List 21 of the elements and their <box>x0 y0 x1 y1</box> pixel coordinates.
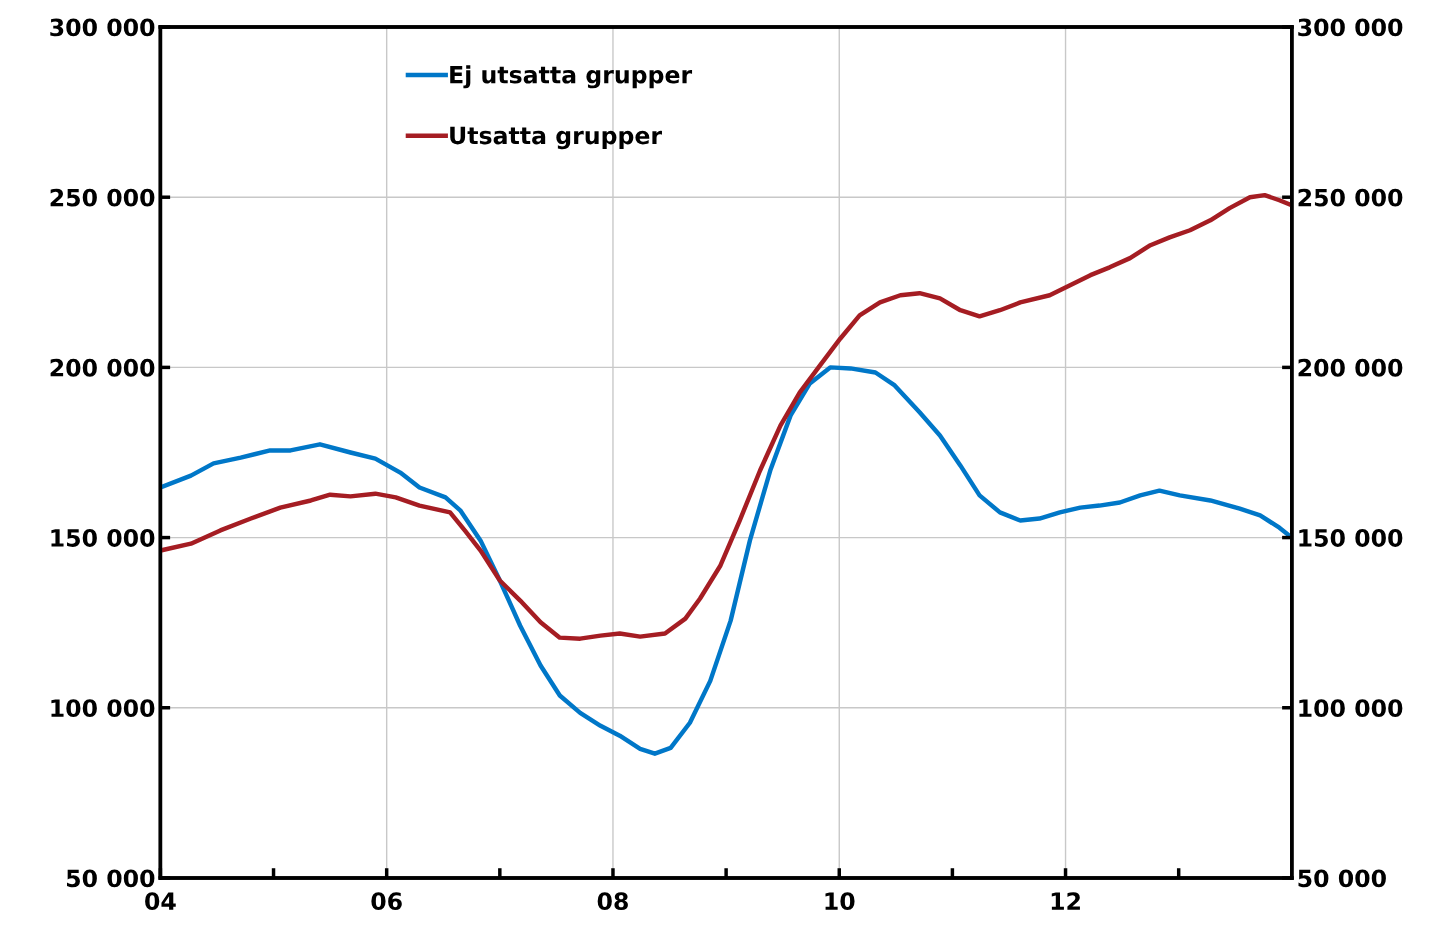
legend-label: Ej utsatta grupper <box>450 65 693 89</box>
y2-tick-label: 300 000 <box>1298 18 1403 37</box>
y-tick-label: 50 000 <box>67 869 155 888</box>
y2-tick-label: 50 000 <box>1298 869 1386 888</box>
x-tick-label: 12 <box>1051 892 1080 910</box>
y-tick-label: 100 000 <box>51 699 155 718</box>
x-tick-label: 10 <box>825 892 855 911</box>
y2-tick-label: 100 000 <box>1299 699 1403 718</box>
y-tick-label: 150 000 <box>51 529 155 547</box>
line-series <box>160 192 1292 641</box>
x-tick-label: 08 <box>597 892 628 911</box>
y-tick-label: 300 000 <box>50 18 155 37</box>
y2-tick-label: 150 000 <box>1299 529 1403 547</box>
line-series <box>160 365 1292 756</box>
y2-tick-label: 200 000 <box>1298 358 1403 377</box>
legend-label: Utsatta grupper <box>450 126 662 150</box>
y-tick-label: 200 000 <box>50 358 155 377</box>
y2-tick-label: 250 000 <box>1298 188 1403 207</box>
x-tick-label: 06 <box>371 892 402 911</box>
x-tick-label: 04 <box>145 892 176 911</box>
y-tick-label: 250 000 <box>50 188 155 207</box>
